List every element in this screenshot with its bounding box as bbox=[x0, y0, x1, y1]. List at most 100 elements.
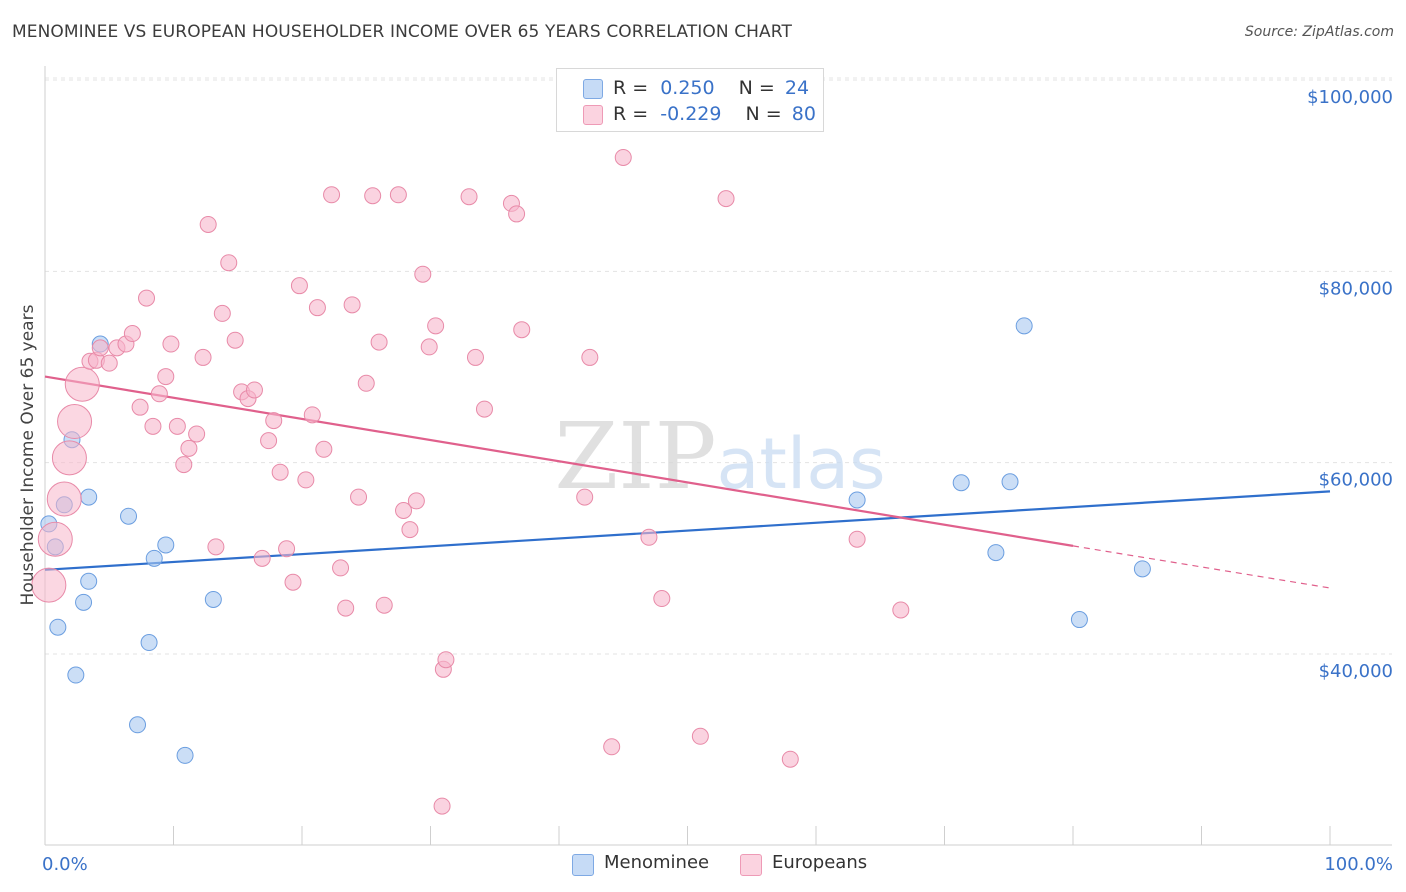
europeans-point bbox=[401, 521, 419, 539]
europeans-point bbox=[420, 338, 438, 356]
menominee-point bbox=[67, 666, 85, 684]
legend-r-label: R = bbox=[613, 103, 649, 125]
watermark: ZIPatlas bbox=[554, 403, 885, 510]
europeans-point bbox=[260, 432, 278, 450]
legend-r-value: 0.250 bbox=[660, 77, 715, 99]
europeans-point bbox=[194, 348, 212, 366]
menominee-point bbox=[157, 536, 175, 554]
bottom-legend-swatch-menominee bbox=[572, 854, 594, 876]
europeans-point bbox=[343, 296, 361, 314]
europeans-point bbox=[433, 797, 451, 815]
legend-r-value: -0.229 bbox=[660, 103, 722, 125]
menominee-point bbox=[49, 618, 67, 636]
legend-swatch-menominee bbox=[583, 79, 603, 99]
source-credit: Source: ZipAtlas.com bbox=[1244, 24, 1394, 40]
menominee-point bbox=[129, 716, 147, 734]
europeans-point bbox=[64, 366, 100, 402]
correlation-legend: R = 0.250 N = 24 R = -0.229 N = 80 bbox=[556, 68, 824, 132]
menominee-point bbox=[952, 474, 970, 492]
europeans-point bbox=[460, 188, 478, 206]
legend-n-label: N = bbox=[738, 77, 775, 99]
europeans-point bbox=[781, 750, 799, 768]
europeans-point bbox=[144, 417, 162, 435]
europeans-point bbox=[245, 381, 263, 399]
menominee-point bbox=[1001, 473, 1019, 491]
x-tick-label-min: 0.0% bbox=[42, 854, 88, 875]
europeans-point bbox=[37, 521, 73, 557]
europeans-point bbox=[389, 186, 407, 204]
europeans-point bbox=[640, 528, 658, 546]
legend-n-label: N = bbox=[745, 103, 782, 125]
menominee-point bbox=[1070, 611, 1088, 629]
europeans-point bbox=[150, 385, 168, 403]
europeans-point bbox=[303, 406, 321, 424]
bottom-legend-label-europeans: Europeans bbox=[772, 852, 868, 873]
europeans-point bbox=[31, 567, 67, 603]
europeans-point bbox=[162, 335, 180, 353]
europeans-point bbox=[290, 277, 308, 295]
bottom-legend-swatch-europeans bbox=[740, 854, 762, 876]
europeans-point bbox=[168, 417, 186, 435]
europeans-point bbox=[370, 333, 388, 351]
europeans-point bbox=[265, 412, 283, 430]
x-tick-label-max: 100.0% bbox=[1324, 854, 1393, 875]
menominee-point bbox=[1133, 560, 1151, 578]
menominee-point bbox=[80, 488, 98, 506]
europeans-point bbox=[364, 187, 382, 205]
europeans-point bbox=[892, 601, 910, 619]
menominee-point bbox=[145, 549, 163, 567]
bottom-legend-label-menominee: Menominee bbox=[604, 852, 710, 873]
europeans-point bbox=[357, 374, 375, 392]
europeans-point bbox=[653, 590, 671, 608]
europeans-point bbox=[57, 404, 93, 440]
menominee-point bbox=[176, 746, 194, 764]
europeans-point bbox=[138, 289, 156, 307]
europeans-point bbox=[603, 738, 621, 756]
europeans-point bbox=[323, 186, 341, 204]
europeans-point bbox=[180, 439, 198, 457]
europeans-point bbox=[513, 321, 531, 339]
europeans-point bbox=[51, 440, 87, 476]
axes bbox=[44, 66, 1392, 846]
europeans-point bbox=[271, 463, 289, 481]
europeans-point bbox=[427, 317, 445, 335]
europeans-point bbox=[395, 502, 413, 519]
europeans-point bbox=[375, 596, 393, 614]
europeans-trend-line bbox=[44, 375, 1074, 547]
europeans-point bbox=[315, 440, 333, 458]
europeans-point bbox=[337, 599, 355, 617]
europeans-point bbox=[332, 559, 350, 577]
menominee-point bbox=[1015, 317, 1033, 335]
europeans-trend-extension bbox=[1072, 545, 1331, 589]
europeans-point bbox=[91, 339, 109, 357]
menominee-point bbox=[75, 593, 93, 611]
chart-title: MENOMINEE VS EUROPEAN HOUSEHOLDER INCOME… bbox=[12, 22, 792, 42]
legend-n-value: 80 bbox=[791, 103, 816, 125]
europeans-point bbox=[157, 368, 175, 386]
europeans-point bbox=[213, 304, 231, 322]
europeans-point bbox=[350, 488, 368, 506]
y-tick-label: $40,000 bbox=[1319, 661, 1393, 682]
europeans-point bbox=[691, 727, 709, 745]
europeans-point bbox=[46, 481, 82, 517]
europeans-point bbox=[466, 348, 484, 366]
data-points bbox=[31, 148, 1151, 815]
menominee-point bbox=[204, 590, 222, 608]
legend-swatch-europeans bbox=[583, 105, 603, 125]
y-tick-label: $60,000 bbox=[1319, 470, 1393, 491]
europeans-point bbox=[414, 265, 432, 283]
europeans-point bbox=[226, 331, 244, 349]
europeans-point bbox=[131, 398, 149, 416]
europeans-point bbox=[123, 325, 141, 343]
tick-labels: $40,000 $60,000 $80,000 $100,000 0.0% 100.0% bbox=[42, 87, 1393, 875]
menominee-point bbox=[120, 507, 138, 525]
y-tick-label: $80,000 bbox=[1319, 278, 1393, 299]
europeans-point bbox=[407, 492, 425, 510]
europeans-point bbox=[475, 400, 493, 418]
europeans-point bbox=[278, 540, 296, 558]
grid-lines bbox=[45, 77, 1392, 655]
europeans-point bbox=[437, 651, 455, 669]
europeans-point bbox=[576, 488, 594, 506]
europeans-point bbox=[581, 348, 599, 366]
